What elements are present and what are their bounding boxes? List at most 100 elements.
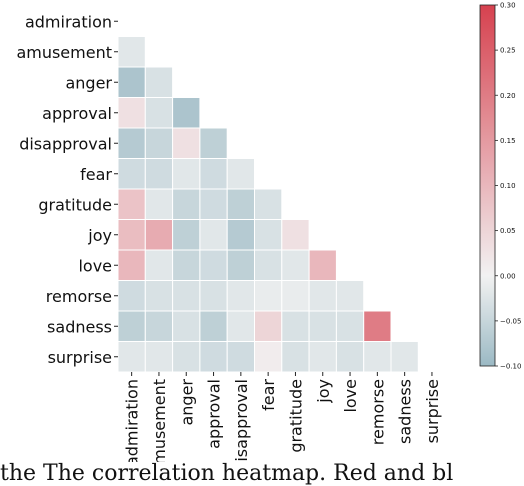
heatmap-cell-joy-amusement bbox=[144, 219, 174, 251]
heatmap-cell-remorse-gratitude bbox=[281, 280, 310, 312]
colorbar-gradient bbox=[479, 4, 496, 367]
heatmap-cell-joy-disapproval bbox=[226, 219, 255, 251]
heatmap-cell-sadness-anger bbox=[172, 310, 201, 342]
row-label-disapproval: disapproval bbox=[19, 134, 112, 153]
heatmap-cell-gratitude-amusement bbox=[144, 188, 174, 220]
heatmap-cell-disapproval-anger bbox=[172, 127, 201, 159]
row-label-joy: joy bbox=[87, 226, 112, 245]
row-label-surprise: surprise bbox=[48, 348, 112, 367]
heatmap-cell-love-amusement bbox=[144, 249, 174, 281]
column-label-anger: anger bbox=[177, 379, 196, 426]
row-label-fear: fear bbox=[80, 165, 112, 184]
heatmap-cell-joy-anger bbox=[172, 219, 201, 251]
heatmap-cell-fear-amusement bbox=[144, 158, 174, 190]
row-label-sadness: sadness bbox=[47, 317, 112, 336]
heatmap-cell-love-admiration bbox=[117, 249, 146, 281]
heatmap-cell-love-disapproval bbox=[226, 249, 255, 281]
row-label-gratitude: gratitude bbox=[38, 195, 112, 214]
row-labels: admiration amusement anger approval disappro… bbox=[16, 12, 118, 367]
heatmap-cell-surprise-gratitude bbox=[281, 341, 310, 373]
heatmap-cell-sadness-amusement bbox=[144, 310, 174, 342]
heatmap-cell-gratitude-approval bbox=[199, 188, 228, 220]
heatmap-cell-surprise-joy bbox=[308, 341, 337, 373]
heatmap-cell-approval-amusement bbox=[144, 97, 174, 129]
heatmap-cell-remorse-disapproval bbox=[226, 280, 255, 312]
column-label-remorse: remorse bbox=[368, 379, 387, 445]
heatmap-cell-remorse-anger bbox=[172, 280, 201, 312]
heatmap-cell-surprise-love bbox=[335, 341, 365, 373]
heatmap-cell-fear-disapproval bbox=[226, 158, 255, 190]
row-label-love: love bbox=[78, 256, 112, 275]
heatmap-cell-joy-admiration bbox=[117, 219, 146, 251]
heatmap-cell-sadness-fear bbox=[254, 310, 283, 342]
heatmap-cell-sadness-joy bbox=[308, 310, 337, 342]
column-label-disapproval: disapproval bbox=[232, 379, 251, 462]
colorbar-tick-label: 0.20 bbox=[500, 92, 516, 100]
heatmap-cell-remorse-fear bbox=[254, 280, 283, 312]
heatmap-cell-love-joy bbox=[308, 249, 337, 281]
heatmap-cell-surprise-disapproval bbox=[226, 341, 255, 373]
colorbar-tick-label: 0.00 bbox=[500, 272, 516, 280]
heatmap-cell-sadness-love bbox=[335, 310, 365, 342]
column-label-amusement: amusement bbox=[150, 379, 169, 462]
heatmap-cell-gratitude-fear bbox=[254, 188, 283, 220]
heatmap-cell-sadness-remorse bbox=[363, 310, 392, 342]
heatmap-cell-gratitude-disapproval bbox=[226, 188, 255, 220]
column-label-fear: fear bbox=[259, 379, 278, 411]
heatmap-cell-surprise-remorse bbox=[363, 341, 392, 373]
column-label-surprise: surprise bbox=[423, 379, 442, 443]
colorbar-tick-label: 0.30 bbox=[500, 2, 516, 10]
heatmap-cell-disapproval-admiration bbox=[117, 127, 146, 159]
heatmap-cell-fear-admiration bbox=[117, 158, 146, 190]
heatmap-cell-surprise-fear bbox=[254, 341, 283, 373]
figure-caption: the The correlation heatmap. Red and bl bbox=[0, 462, 454, 486]
heatmap-cell-anger-admiration bbox=[117, 66, 146, 98]
row-label-admiration: admiration bbox=[25, 12, 112, 31]
heatmap-cell-joy-approval bbox=[199, 219, 228, 251]
heatmap-cell-love-approval bbox=[199, 249, 228, 281]
colorbar-tick-label: 0.25 bbox=[500, 47, 516, 55]
colorbar-tick-label: −0.10 bbox=[500, 363, 521, 371]
colorbar-tick-label: 0.15 bbox=[500, 137, 516, 145]
heatmap-cell-surprise-anger bbox=[172, 341, 201, 373]
heatmap-cell-surprise-sadness bbox=[390, 341, 419, 373]
column-labels: admiration amusement anger approval disappro… bbox=[123, 372, 442, 462]
heatmap-cell-gratitude-admiration bbox=[117, 188, 146, 220]
column-label-admiration: admiration bbox=[123, 379, 142, 462]
heatmap-cell-disapproval-approval bbox=[199, 127, 228, 159]
heatmap-cell-remorse-amusement bbox=[144, 280, 174, 312]
heatmap-cells bbox=[117, 36, 419, 373]
colorbar-tick-label: 0.05 bbox=[500, 227, 516, 235]
colorbar-tick-label: 0.10 bbox=[500, 182, 516, 190]
heatmap-cell-remorse-love bbox=[335, 280, 365, 312]
heatmap-cell-sadness-admiration bbox=[117, 310, 146, 342]
heatmap-cell-surprise-admiration bbox=[117, 341, 146, 373]
heatmap-cell-sadness-disapproval bbox=[226, 310, 255, 342]
heatmap-cell-joy-fear bbox=[254, 219, 283, 251]
heatmap-cell-surprise-amusement bbox=[144, 341, 174, 373]
heatmap-cell-love-fear bbox=[254, 249, 283, 281]
row-label-approval: approval bbox=[42, 104, 112, 123]
heatmap-chart: admiration amusement anger approval disappro… bbox=[16, 2, 521, 463]
heatmap-cell-fear-approval bbox=[199, 158, 228, 190]
heatmap-cell-gratitude-anger bbox=[172, 188, 201, 220]
column-label-approval: approval bbox=[205, 379, 224, 449]
heatmap-cell-sadness-gratitude bbox=[281, 310, 310, 342]
column-label-joy: joy bbox=[314, 379, 333, 404]
row-label-amusement: amusement bbox=[16, 43, 112, 62]
heatmap-cell-approval-admiration bbox=[117, 97, 146, 129]
heatmap-cell-anger-amusement bbox=[144, 66, 174, 98]
heatmap-cell-amusement-admiration bbox=[117, 36, 146, 68]
heatmap-cell-disapproval-amusement bbox=[144, 127, 174, 159]
colorbar-tick-label: −0.05 bbox=[500, 317, 521, 325]
row-label-remorse: remorse bbox=[46, 287, 112, 306]
heatmap-cell-remorse-approval bbox=[199, 280, 228, 312]
heatmap-cell-love-gratitude bbox=[281, 249, 310, 281]
column-label-love: love bbox=[341, 379, 360, 413]
heatmap-cell-surprise-approval bbox=[199, 341, 228, 373]
heatmap-cell-love-anger bbox=[172, 249, 201, 281]
heatmap-cell-approval-anger bbox=[172, 97, 201, 129]
heatmap-cell-remorse-joy bbox=[308, 280, 337, 312]
heatmap-cell-remorse-admiration bbox=[117, 280, 146, 312]
heatmap-cell-fear-anger bbox=[172, 158, 201, 190]
